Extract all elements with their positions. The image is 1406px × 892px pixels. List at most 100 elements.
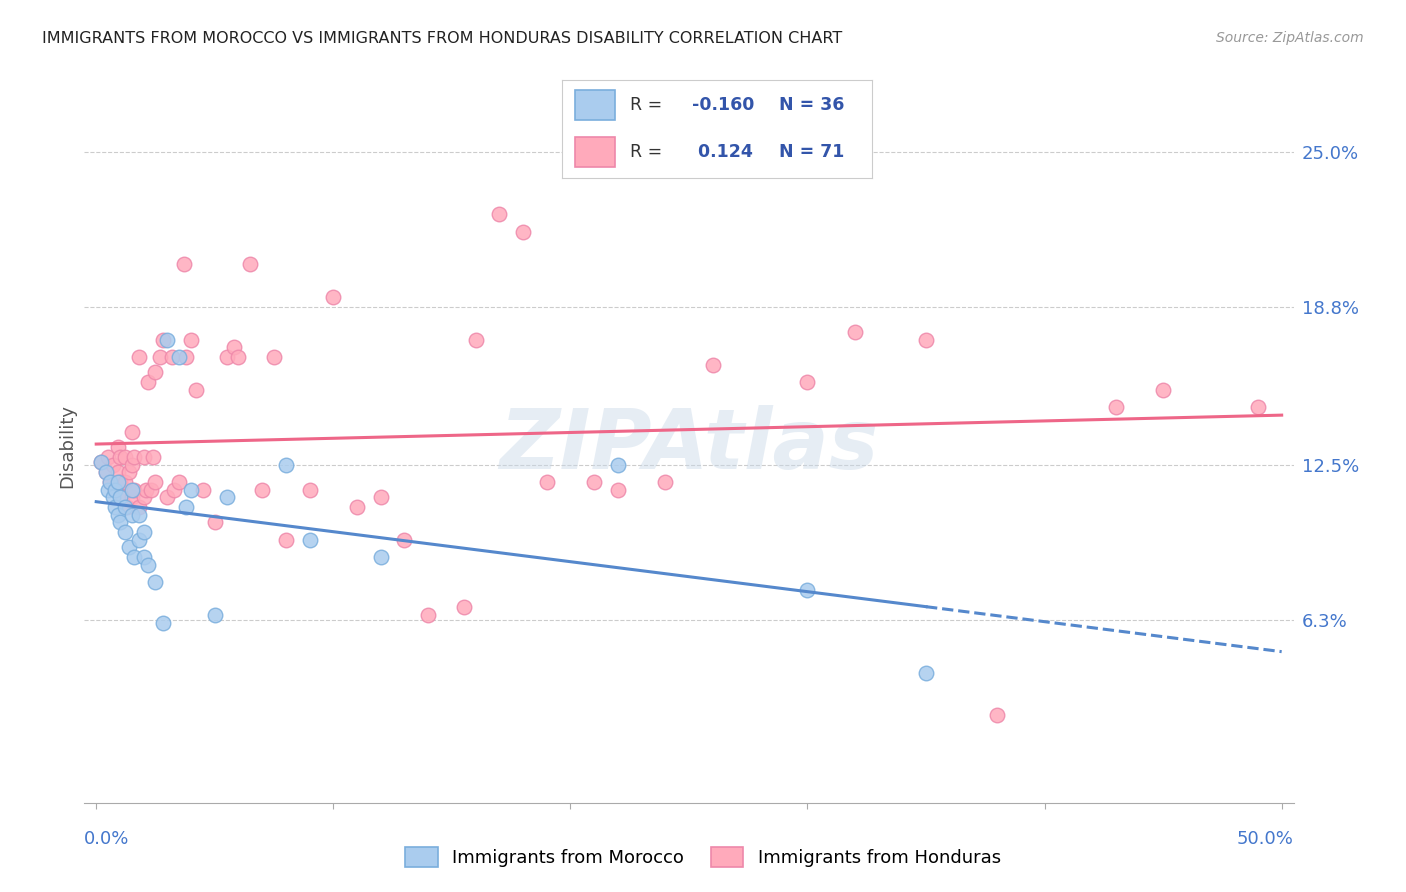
Point bbox=[138, 558, 160, 572]
Point bbox=[250, 483, 273, 497]
Point bbox=[100, 475, 122, 490]
Point bbox=[606, 483, 628, 497]
Point bbox=[121, 508, 143, 522]
Point bbox=[184, 383, 207, 397]
Point bbox=[145, 575, 167, 590]
Point bbox=[104, 500, 127, 515]
Point bbox=[346, 500, 368, 515]
Point bbox=[108, 491, 131, 505]
Point bbox=[1247, 400, 1270, 414]
Legend: Immigrants from Morocco, Immigrants from Honduras: Immigrants from Morocco, Immigrants from… bbox=[398, 839, 1008, 874]
Point bbox=[108, 450, 131, 465]
Point bbox=[418, 607, 440, 622]
Point bbox=[228, 350, 250, 364]
Point bbox=[274, 533, 297, 547]
Point bbox=[122, 483, 145, 497]
Point bbox=[121, 425, 143, 440]
FancyBboxPatch shape bbox=[575, 137, 614, 167]
Point bbox=[104, 483, 127, 497]
Point bbox=[132, 550, 155, 565]
Point bbox=[97, 450, 120, 465]
Point bbox=[204, 516, 226, 530]
Point bbox=[152, 333, 174, 347]
Point bbox=[142, 450, 165, 465]
Text: 0.124: 0.124 bbox=[692, 143, 754, 161]
Point bbox=[121, 483, 143, 497]
Point bbox=[702, 358, 724, 372]
Point bbox=[118, 465, 141, 479]
Point bbox=[122, 450, 145, 465]
Text: N = 71: N = 71 bbox=[779, 143, 844, 161]
Point bbox=[180, 333, 202, 347]
Point bbox=[114, 500, 136, 515]
Point bbox=[128, 533, 150, 547]
Point bbox=[176, 500, 198, 515]
Point bbox=[115, 500, 138, 515]
Point bbox=[394, 533, 416, 547]
Point bbox=[915, 665, 938, 680]
Text: R =: R = bbox=[630, 143, 662, 161]
Point bbox=[915, 333, 938, 347]
Point bbox=[191, 483, 214, 497]
Point bbox=[156, 333, 179, 347]
Point bbox=[145, 475, 167, 490]
Point bbox=[101, 458, 124, 472]
Point bbox=[128, 350, 150, 364]
Point bbox=[122, 550, 145, 565]
Point bbox=[583, 475, 606, 490]
Point bbox=[108, 516, 131, 530]
Point bbox=[94, 465, 117, 479]
Point bbox=[108, 475, 131, 490]
Text: 0.0%: 0.0% bbox=[84, 830, 129, 847]
Point bbox=[132, 450, 155, 465]
Point bbox=[114, 450, 136, 465]
Point bbox=[488, 207, 510, 221]
Point bbox=[101, 491, 124, 505]
Point bbox=[167, 475, 190, 490]
Point bbox=[844, 325, 866, 339]
Point bbox=[464, 333, 486, 347]
Point bbox=[107, 475, 129, 490]
Point bbox=[536, 475, 558, 490]
Point bbox=[163, 483, 186, 497]
Point bbox=[121, 491, 143, 505]
Point bbox=[298, 483, 321, 497]
Point bbox=[322, 290, 344, 304]
Point bbox=[100, 475, 122, 490]
Point bbox=[145, 365, 167, 379]
Point bbox=[654, 475, 676, 490]
Point bbox=[107, 465, 129, 479]
Text: 50.0%: 50.0% bbox=[1237, 830, 1294, 847]
Point bbox=[263, 350, 285, 364]
Point bbox=[104, 483, 127, 497]
Text: Source: ZipAtlas.com: Source: ZipAtlas.com bbox=[1216, 31, 1364, 45]
Point bbox=[114, 525, 136, 540]
Point bbox=[180, 483, 202, 497]
Point bbox=[139, 483, 162, 497]
Point bbox=[111, 491, 134, 505]
Text: ZIPAtlas: ZIPAtlas bbox=[499, 406, 879, 486]
Point bbox=[512, 225, 534, 239]
Point bbox=[796, 582, 818, 597]
Point bbox=[128, 508, 150, 522]
Point bbox=[138, 375, 160, 389]
Point bbox=[118, 541, 141, 555]
Point bbox=[215, 491, 238, 505]
Point bbox=[128, 500, 150, 515]
Point bbox=[606, 458, 628, 472]
Point bbox=[152, 615, 174, 630]
Point bbox=[215, 350, 238, 364]
Text: N = 36: N = 36 bbox=[779, 95, 844, 114]
Text: -0.160: -0.160 bbox=[692, 95, 755, 114]
Point bbox=[132, 525, 155, 540]
Text: IMMIGRANTS FROM MOROCCO VS IMMIGRANTS FROM HONDURAS DISABILITY CORRELATION CHART: IMMIGRANTS FROM MOROCCO VS IMMIGRANTS FR… bbox=[42, 31, 842, 46]
Point bbox=[274, 458, 297, 472]
Point bbox=[114, 475, 136, 490]
Point bbox=[160, 350, 183, 364]
Point bbox=[97, 483, 120, 497]
Point bbox=[453, 600, 475, 615]
Point bbox=[107, 508, 129, 522]
Point bbox=[1105, 400, 1128, 414]
Point bbox=[107, 440, 129, 454]
Point bbox=[796, 375, 818, 389]
